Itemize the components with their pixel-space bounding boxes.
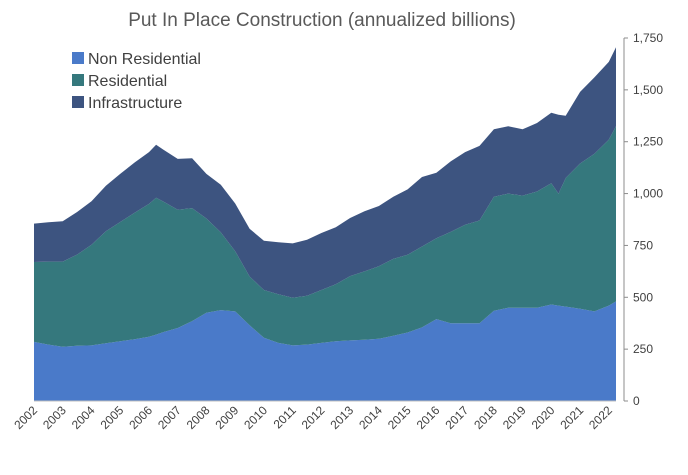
- y-tick-label: 0: [633, 394, 640, 408]
- x-tick-label: 2005: [98, 403, 127, 432]
- x-tick-label: 2018: [471, 403, 500, 432]
- y-tick-label: 1,250: [633, 135, 663, 149]
- x-tick-label: 2019: [500, 403, 529, 432]
- y-tick-label: 1,000: [633, 187, 663, 201]
- x-tick-label: 2010: [241, 403, 270, 432]
- legend-swatch-infrastructure: [72, 96, 84, 108]
- legend-label-non-residential: Non Residential: [88, 51, 201, 68]
- x-tick-label: 2013: [327, 403, 356, 432]
- legend-label-residential: Residential: [88, 73, 167, 90]
- x-tick-label: 2006: [126, 403, 155, 432]
- x-tick-label: 2003: [40, 403, 69, 432]
- x-axis: 2002 2003 2004 2005 2006 2007 2008 2009 2010 2011…: [11, 400, 616, 432]
- x-tick-label: 2009: [213, 403, 242, 432]
- area-non-residential: [34, 301, 616, 401]
- y-tick-label: 500: [633, 290, 653, 304]
- area-residential: [34, 126, 616, 347]
- x-tick-label: 2002: [11, 403, 40, 432]
- area-infrastructure: [34, 47, 616, 298]
- y-tick-label: 1,500: [633, 83, 663, 97]
- y-tick-label: 750: [633, 238, 653, 252]
- legend-swatch-residential: [72, 74, 84, 86]
- x-tick-label: 2004: [69, 403, 98, 432]
- x-tick-label: 2016: [414, 403, 443, 432]
- legend-label-infrastructure: Infrastructure: [88, 95, 182, 112]
- x-tick-label: 2014: [356, 403, 385, 432]
- y-tick-label: 250: [633, 342, 653, 356]
- legend-swatch-non-residential: [72, 52, 84, 64]
- x-tick-label: 2011: [271, 403, 299, 431]
- x-tick-label: 2022: [586, 403, 615, 432]
- x-tick-label: 2012: [299, 403, 328, 432]
- legend: Non Residential Residential Infrastructure: [72, 51, 201, 112]
- x-tick-label: 2021: [557, 403, 586, 432]
- chart-title: Put In Place Construction (annualized bi…: [128, 10, 516, 31]
- x-tick-label: 2015: [385, 403, 414, 432]
- x-tick-label: 2007: [155, 403, 184, 432]
- x-tick-label: 2017: [442, 403, 471, 432]
- y-axis: 0 250 500 750 1,000 1,250 1,500 1,750: [623, 31, 663, 408]
- areas-layer: [34, 47, 616, 401]
- y-tick-label: 1,750: [633, 31, 663, 45]
- x-tick-label: 2020: [529, 403, 558, 432]
- x-tick-label: 2008: [184, 403, 213, 432]
